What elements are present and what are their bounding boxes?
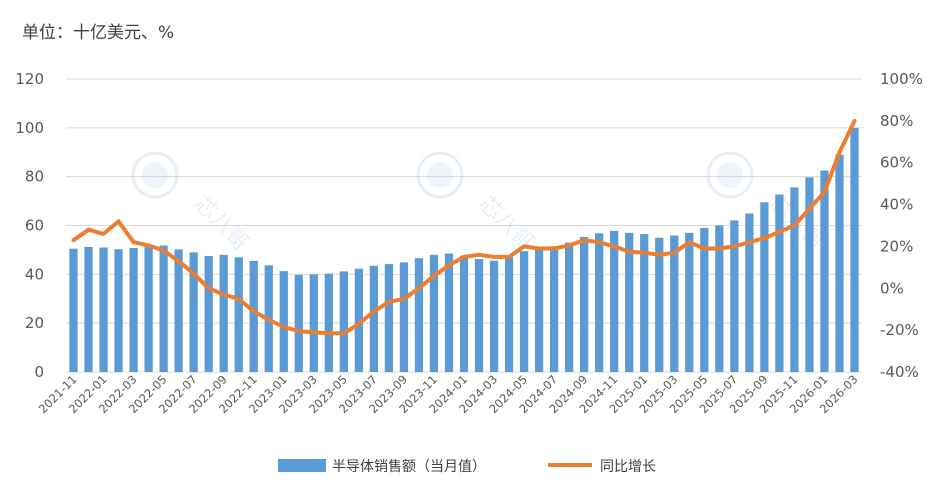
y-axis-right: -40% -20% 0% 20% 40% 60% 80% 100% xyxy=(880,70,923,381)
bar xyxy=(69,248,78,372)
bar xyxy=(399,262,409,372)
bar xyxy=(640,234,649,372)
bar xyxy=(775,194,784,372)
bar xyxy=(700,227,709,372)
bar xyxy=(459,255,469,372)
legend-swatch-bar xyxy=(278,459,326,472)
bar xyxy=(835,154,844,372)
bar xyxy=(820,170,829,372)
bar xyxy=(339,271,348,372)
bar xyxy=(174,249,183,372)
bar xyxy=(745,213,754,372)
bar xyxy=(354,268,363,372)
bar xyxy=(414,258,424,372)
bar xyxy=(204,256,213,372)
bar xyxy=(580,236,589,372)
watermark-layer: 芯八哥芯八哥芯八哥 xyxy=(131,151,828,256)
bar xyxy=(384,264,394,372)
bar xyxy=(309,274,318,372)
bar xyxy=(595,233,604,372)
bar xyxy=(790,187,799,372)
bar xyxy=(534,249,544,372)
bar xyxy=(805,177,814,372)
bar xyxy=(715,225,724,372)
y-axis-left: 0 20 40 60 80 100 120 xyxy=(15,70,44,381)
bar xyxy=(444,253,454,372)
bar xyxy=(625,232,634,372)
bar xyxy=(84,246,93,372)
bar xyxy=(519,251,529,372)
y-left-tick-label: 40 xyxy=(25,265,44,283)
bar xyxy=(655,237,664,372)
y-right-tick-label: 60% xyxy=(880,154,913,172)
y-left-tick-label: 120 xyxy=(15,70,44,88)
bar xyxy=(850,127,859,372)
y-right-tick-label: 0% xyxy=(880,279,904,297)
x-axis: 2021-112022-012022-032022-052022-072022-… xyxy=(36,372,861,416)
bar xyxy=(144,246,153,372)
unit-label: 单位：十亿美元、% xyxy=(22,23,175,43)
bar xyxy=(219,254,228,372)
bar xyxy=(99,247,108,372)
bar xyxy=(504,257,514,372)
bar xyxy=(249,260,258,372)
bar xyxy=(474,258,484,372)
svg-text:芯八哥: 芯八哥 xyxy=(189,192,253,256)
y-right-tick-label: 100% xyxy=(880,70,923,88)
y-left-tick-label: 100 xyxy=(15,119,44,137)
y-left-tick-label: 60 xyxy=(25,217,44,235)
y-right-tick-label: -40% xyxy=(880,363,919,381)
bar xyxy=(610,230,619,372)
bar xyxy=(549,246,559,372)
bar xyxy=(294,274,303,372)
bar-series xyxy=(69,127,859,372)
bar xyxy=(279,271,288,372)
y-right-tick-label: -20% xyxy=(880,321,919,339)
bar xyxy=(565,242,574,372)
y-right-tick-label: 40% xyxy=(880,196,913,214)
y-left-tick-label: 20 xyxy=(25,314,44,332)
bar xyxy=(114,249,123,372)
bar xyxy=(489,260,499,372)
bar xyxy=(685,232,694,372)
watermark-logo: 芯八哥 xyxy=(131,151,253,256)
watermark-logo: 芯八哥 xyxy=(416,151,538,256)
bar xyxy=(189,252,198,372)
bar xyxy=(129,247,138,372)
bar xyxy=(369,265,379,372)
bar xyxy=(670,235,679,372)
legend-label-line: 同比增长 xyxy=(600,459,656,475)
y-left-tick-label: 80 xyxy=(25,168,44,186)
bar xyxy=(234,257,243,372)
bar xyxy=(429,254,439,372)
bar xyxy=(760,202,769,372)
bar xyxy=(730,220,739,372)
bar xyxy=(324,273,333,372)
line-series xyxy=(71,118,857,336)
y-left-tick-label: 0 xyxy=(34,363,44,381)
y-right-tick-label: 80% xyxy=(880,112,913,130)
bar xyxy=(159,245,168,372)
y-right-tick-label: 20% xyxy=(880,237,913,255)
legend: 半导体销售额（当月值） 同比增长 xyxy=(278,459,656,475)
legend-label-bar: 半导体销售额（当月值） xyxy=(332,459,486,475)
